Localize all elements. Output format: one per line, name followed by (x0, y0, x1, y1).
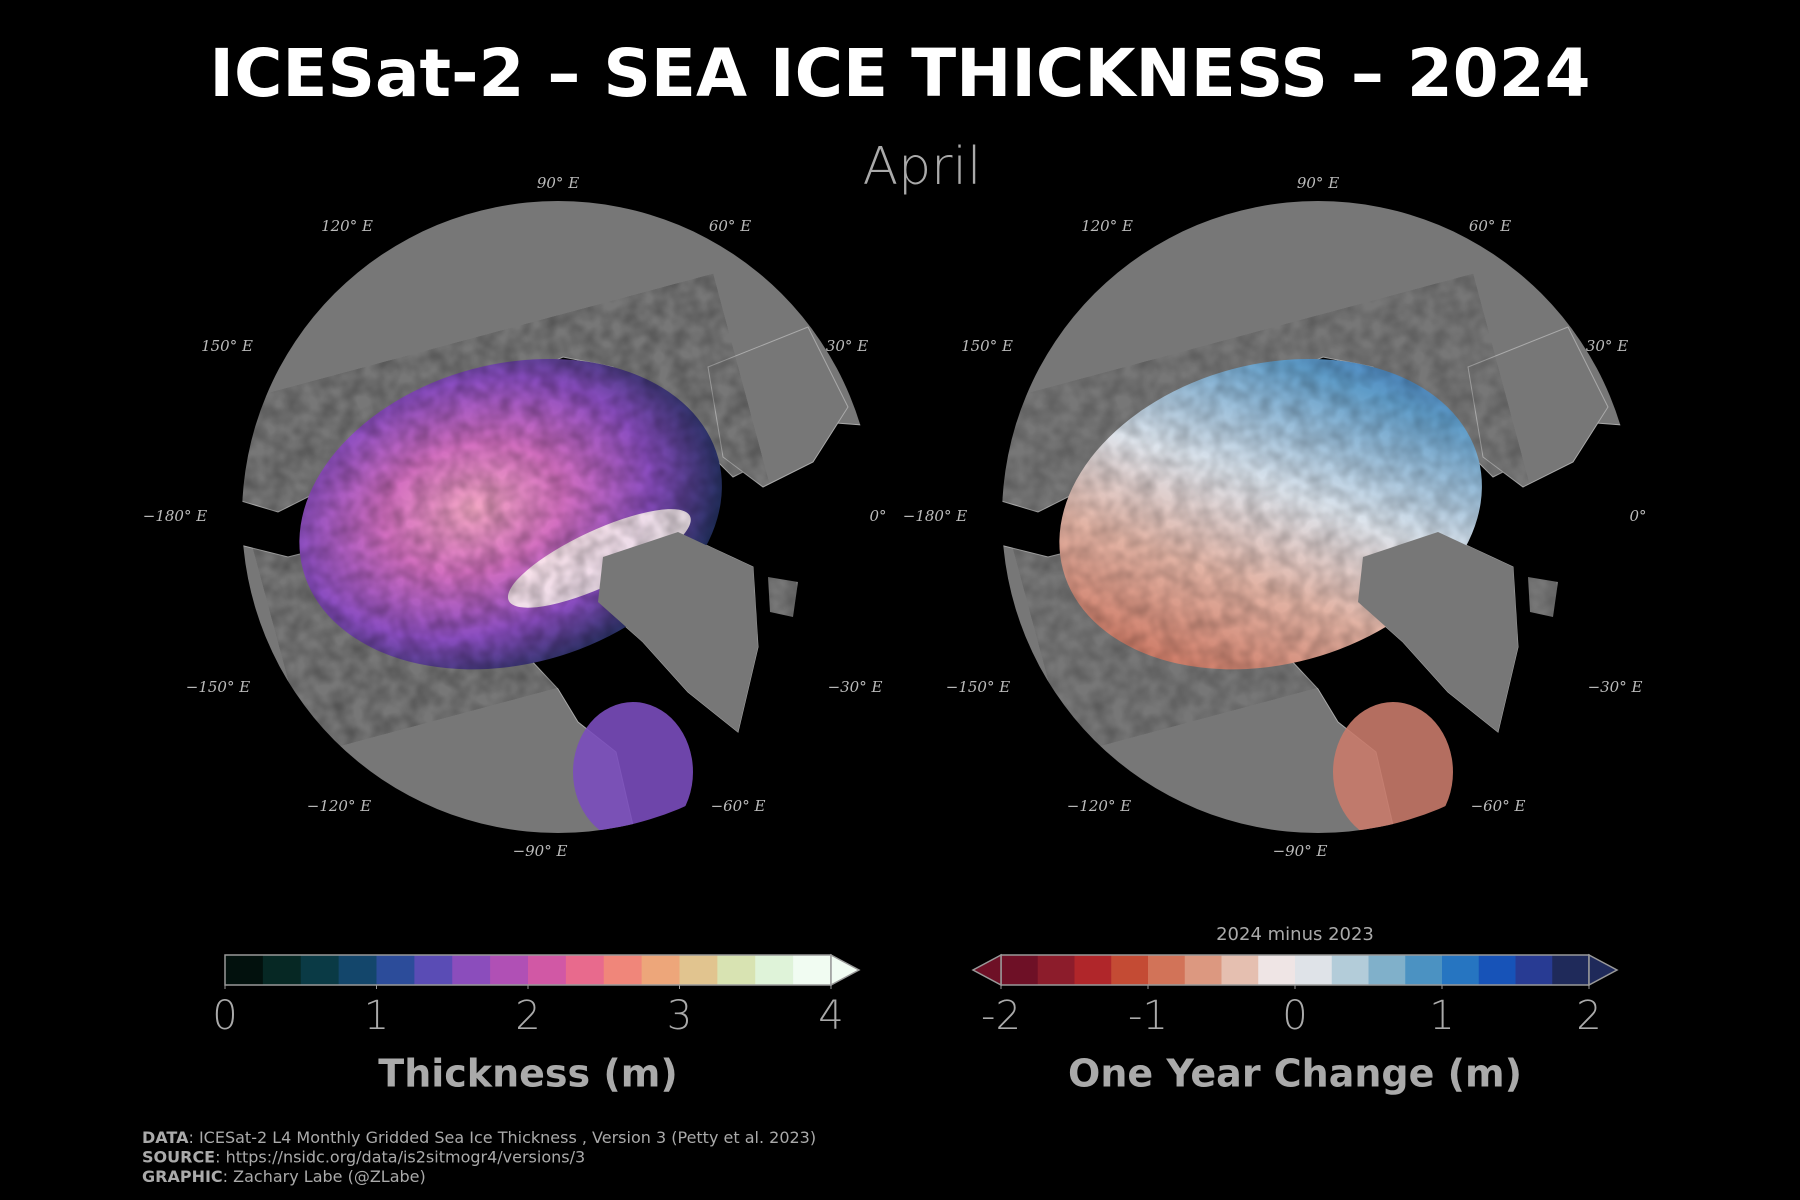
colorbar-segment (338, 955, 377, 985)
longitude-label: 30° E (1586, 337, 1628, 355)
colorbar-tick-label: -2 (981, 993, 1021, 1039)
longitude-label: 60° E (1469, 217, 1511, 235)
longitude-label: −180° E (143, 507, 207, 525)
credit-line: DATA: ICESat-2 L4 Monthly Gridded Sea Ic… (142, 1128, 816, 1147)
subtitle: April (863, 137, 982, 197)
longitude-label: 90° E (1297, 174, 1339, 192)
longitude-label: −60° E (1471, 797, 1526, 815)
colorbar-segment (603, 955, 643, 985)
colorbar-tick-label: 1 (1429, 993, 1454, 1039)
colorbar-segment (1405, 955, 1443, 985)
colorbar-segment (376, 955, 415, 985)
longitude-label: −90° E (513, 842, 568, 860)
colorbar-extension (971, 953, 1002, 987)
colorbar-segment (1221, 955, 1259, 985)
colorbar-tick-label: 3 (667, 993, 692, 1039)
colorbar-segment (490, 955, 529, 985)
colorbar-tick-label: 0 (212, 993, 237, 1039)
colorbar-segment (1258, 955, 1296, 985)
longitude-label: −120° E (1067, 797, 1131, 815)
longitude-label: −60° E (711, 797, 766, 815)
colorbar-extension (830, 953, 861, 987)
longitude-label: 0° (1629, 507, 1646, 525)
colorbar-segment (565, 955, 605, 985)
colorbar-segment (414, 955, 453, 985)
colorbar-segment (1001, 955, 1039, 985)
longitude-label: 120° E (1081, 217, 1133, 235)
colorbar: 0 1 2 3 4 Thickness (m) (212, 953, 861, 1096)
longitude-label: −30° E (828, 678, 883, 696)
colorbar-tick-label: 2 (515, 993, 540, 1039)
colorbar: -2 -1 0 1 2 One Year Change (m) 2024 minus 202… (971, 924, 1619, 1096)
change-map (1002, 201, 1634, 833)
colorbar-tick-label: 2 (1576, 993, 1601, 1039)
colorbar-extension (1588, 953, 1619, 987)
colorbar-segment (1037, 955, 1075, 985)
longitude-label: 60° E (709, 217, 751, 235)
colorbar-segment (1295, 955, 1333, 985)
colorbar-segment (1478, 955, 1516, 985)
credit-text: : Zachary Labe (@ZLabe) (223, 1167, 426, 1186)
colorbar-segment (1074, 955, 1112, 985)
longitude-label: 90° E (537, 174, 579, 192)
longitude-label: −180° E (903, 507, 967, 525)
credit-text: : ICESat-2 L4 Monthly Gridded Sea Ice Th… (188, 1128, 816, 1147)
colorbar-segment (1552, 955, 1590, 985)
colorbar-segment (755, 955, 794, 985)
colorbar-segment (528, 955, 567, 985)
longitude-label: −90° E (1273, 842, 1328, 860)
longitude-label: 120° E (321, 217, 373, 235)
colorbar-segment (717, 955, 756, 985)
colorbar-segment (679, 955, 718, 985)
colorbar-segment (1368, 955, 1406, 985)
colorbar-label: 2024 minus 2023 (1216, 924, 1374, 945)
colorbar-segment (262, 955, 302, 985)
longitude-label: −30° E (1588, 678, 1643, 696)
credit-line: GRAPHIC: Zachary Labe (@ZLabe) (142, 1167, 426, 1186)
longitude-label: 30° E (826, 337, 868, 355)
longitude-label: 0° (869, 507, 886, 525)
thickness-map (242, 201, 874, 833)
colorbar-segment (1331, 955, 1369, 985)
longitude-label: 150° E (201, 337, 253, 355)
colorbar-title: One Year Change (m) (1068, 1052, 1522, 1096)
credit-label: SOURCE (142, 1147, 215, 1166)
colorbar-segment (1442, 955, 1480, 985)
colorbar-segment (1148, 955, 1186, 985)
credit-label: DATA (142, 1128, 189, 1147)
colorbar-title: Thickness (m) (378, 1052, 677, 1096)
credit-label: GRAPHIC (142, 1167, 223, 1186)
colorbar-tick-label: 1 (364, 993, 389, 1039)
longitude-label: −150° E (186, 678, 250, 696)
longitude-label: −150° E (946, 678, 1010, 696)
credit-text: : https://nsidc.org/data/is2sitmogr4/ver… (215, 1147, 585, 1166)
colorbar-tick-label: 0 (1282, 993, 1307, 1039)
colorbar-segment (793, 955, 832, 985)
colorbar-segment (1111, 955, 1149, 985)
colorbar-tick-label: -1 (1128, 993, 1168, 1039)
colorbar-segment (225, 955, 264, 985)
credit-line: SOURCE: https://nsidc.org/data/is2sitmog… (142, 1147, 585, 1166)
colorbar-segment (1184, 955, 1222, 985)
colorbar-segment (641, 955, 680, 985)
longitude-label: 150° E (961, 337, 1013, 355)
longitude-label: −120° E (307, 797, 371, 815)
colorbar-tick-label: 4 (818, 993, 843, 1039)
title: ICESat-2 – SEA ICE THICKNESS – 2024 (209, 35, 1590, 112)
colorbar-segment (452, 955, 491, 985)
colorbar-segment (300, 955, 340, 985)
colorbar-segment (1515, 955, 1553, 985)
